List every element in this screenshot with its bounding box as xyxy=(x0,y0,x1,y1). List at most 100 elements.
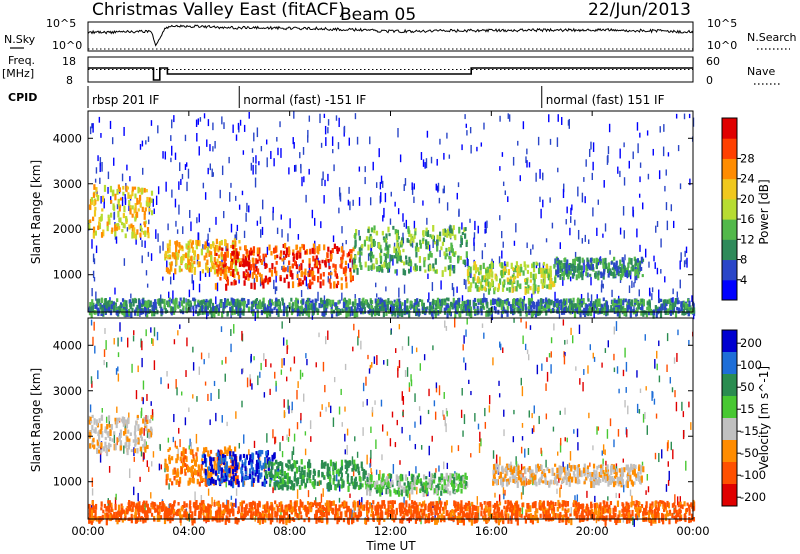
echo-cell xyxy=(316,246,319,253)
scatter-cell xyxy=(155,195,158,205)
echo-cell xyxy=(289,486,293,490)
echo-cell xyxy=(246,271,250,278)
scatter-cell xyxy=(528,162,531,168)
echo-cell xyxy=(435,269,438,274)
scatter-cell xyxy=(559,410,561,415)
echo-cell xyxy=(433,240,437,245)
echo-cell xyxy=(626,267,629,273)
scatter-cell xyxy=(303,176,305,183)
echo-cell xyxy=(193,460,197,466)
echo-cell xyxy=(273,474,276,481)
echo-cell xyxy=(542,273,545,279)
echo-cell xyxy=(116,309,119,316)
scatter-cell xyxy=(666,442,669,452)
echo-cell xyxy=(553,281,556,286)
echo-cell xyxy=(538,310,541,316)
scatter-cell xyxy=(146,283,149,288)
echo-cell xyxy=(383,301,386,308)
echo-cell xyxy=(336,246,339,252)
echo-cell xyxy=(150,190,154,196)
echo-cell xyxy=(434,303,438,307)
scatter-cell xyxy=(135,390,138,400)
echo-cell xyxy=(227,468,230,474)
echo-cell xyxy=(385,309,388,316)
scatter-cell xyxy=(667,152,670,157)
echo-cell xyxy=(136,304,139,311)
echo-cell xyxy=(236,251,239,257)
echo-cell xyxy=(234,264,237,272)
echo-cell xyxy=(655,311,658,318)
echo-cell xyxy=(545,297,548,305)
scatter-cell xyxy=(507,113,509,119)
echo-cell xyxy=(453,252,456,257)
echo-cell xyxy=(545,310,548,316)
echo-cell xyxy=(405,306,409,312)
scatter-cell xyxy=(567,120,570,126)
echo-cell xyxy=(283,267,286,273)
echo-cell xyxy=(213,263,216,270)
scatter-cell xyxy=(574,251,577,258)
echo-cell xyxy=(307,467,310,473)
echo-cell xyxy=(549,283,552,290)
echo-cell xyxy=(390,303,393,311)
echo-cell xyxy=(302,244,306,251)
echo-cell xyxy=(232,250,235,257)
echo-cell xyxy=(139,202,142,208)
echo-cell xyxy=(309,303,312,308)
echo-cell xyxy=(526,269,530,274)
echo-cell xyxy=(284,481,287,488)
echo-cell xyxy=(242,254,245,260)
echo-cell xyxy=(361,483,364,488)
echo-cell xyxy=(293,471,297,476)
echo-cell xyxy=(622,260,625,266)
echo-cell xyxy=(583,310,587,318)
echo-cell xyxy=(352,464,355,469)
echo-cell xyxy=(207,479,210,486)
scatter-cell xyxy=(186,181,188,192)
scatter-cell xyxy=(188,289,191,298)
scatter-cell xyxy=(208,227,211,233)
echo-cell xyxy=(168,269,171,275)
scatter-cell xyxy=(613,326,615,335)
scatter-cell xyxy=(327,127,329,134)
echo-cell xyxy=(353,258,356,263)
scatter-cell xyxy=(526,242,528,249)
echo-cell xyxy=(102,446,106,452)
echo-cell xyxy=(547,274,551,281)
echo-cell xyxy=(154,301,157,309)
scatter-cell xyxy=(371,410,374,417)
echo-cell xyxy=(509,276,512,281)
scatter-cell xyxy=(137,365,139,373)
echo-cell xyxy=(485,281,488,286)
echo-cell xyxy=(574,307,577,312)
scatter-cell xyxy=(358,499,361,509)
scatter-cell xyxy=(670,204,673,212)
echo-cell xyxy=(394,301,398,305)
scatter-cell xyxy=(426,130,429,138)
scatter-cell xyxy=(232,124,234,133)
echo-cell xyxy=(576,298,579,304)
echo-cell xyxy=(92,226,96,234)
scatter-cell xyxy=(569,227,571,236)
echo-cell xyxy=(199,475,203,482)
echo-cell xyxy=(598,298,601,304)
scatter-cell xyxy=(457,445,460,452)
scatter-cell xyxy=(653,398,656,405)
scatter-cell xyxy=(156,331,159,341)
echo-cell xyxy=(238,258,241,264)
scatter-cell xyxy=(275,382,277,392)
echo-cell xyxy=(502,268,505,276)
scatter-cell xyxy=(613,353,615,361)
echo-cell xyxy=(185,243,188,249)
echo-cell xyxy=(277,484,281,488)
echo-cell xyxy=(267,463,270,468)
echo-cell xyxy=(312,474,315,480)
echo-cell xyxy=(659,310,663,318)
echo-cell xyxy=(94,230,97,236)
nsky-series xyxy=(87,24,694,47)
echo-cell xyxy=(400,242,403,248)
echo-cell xyxy=(585,271,588,277)
scatter-cell xyxy=(393,242,396,249)
echo-cell xyxy=(342,480,345,486)
scatter-cell xyxy=(682,430,685,440)
